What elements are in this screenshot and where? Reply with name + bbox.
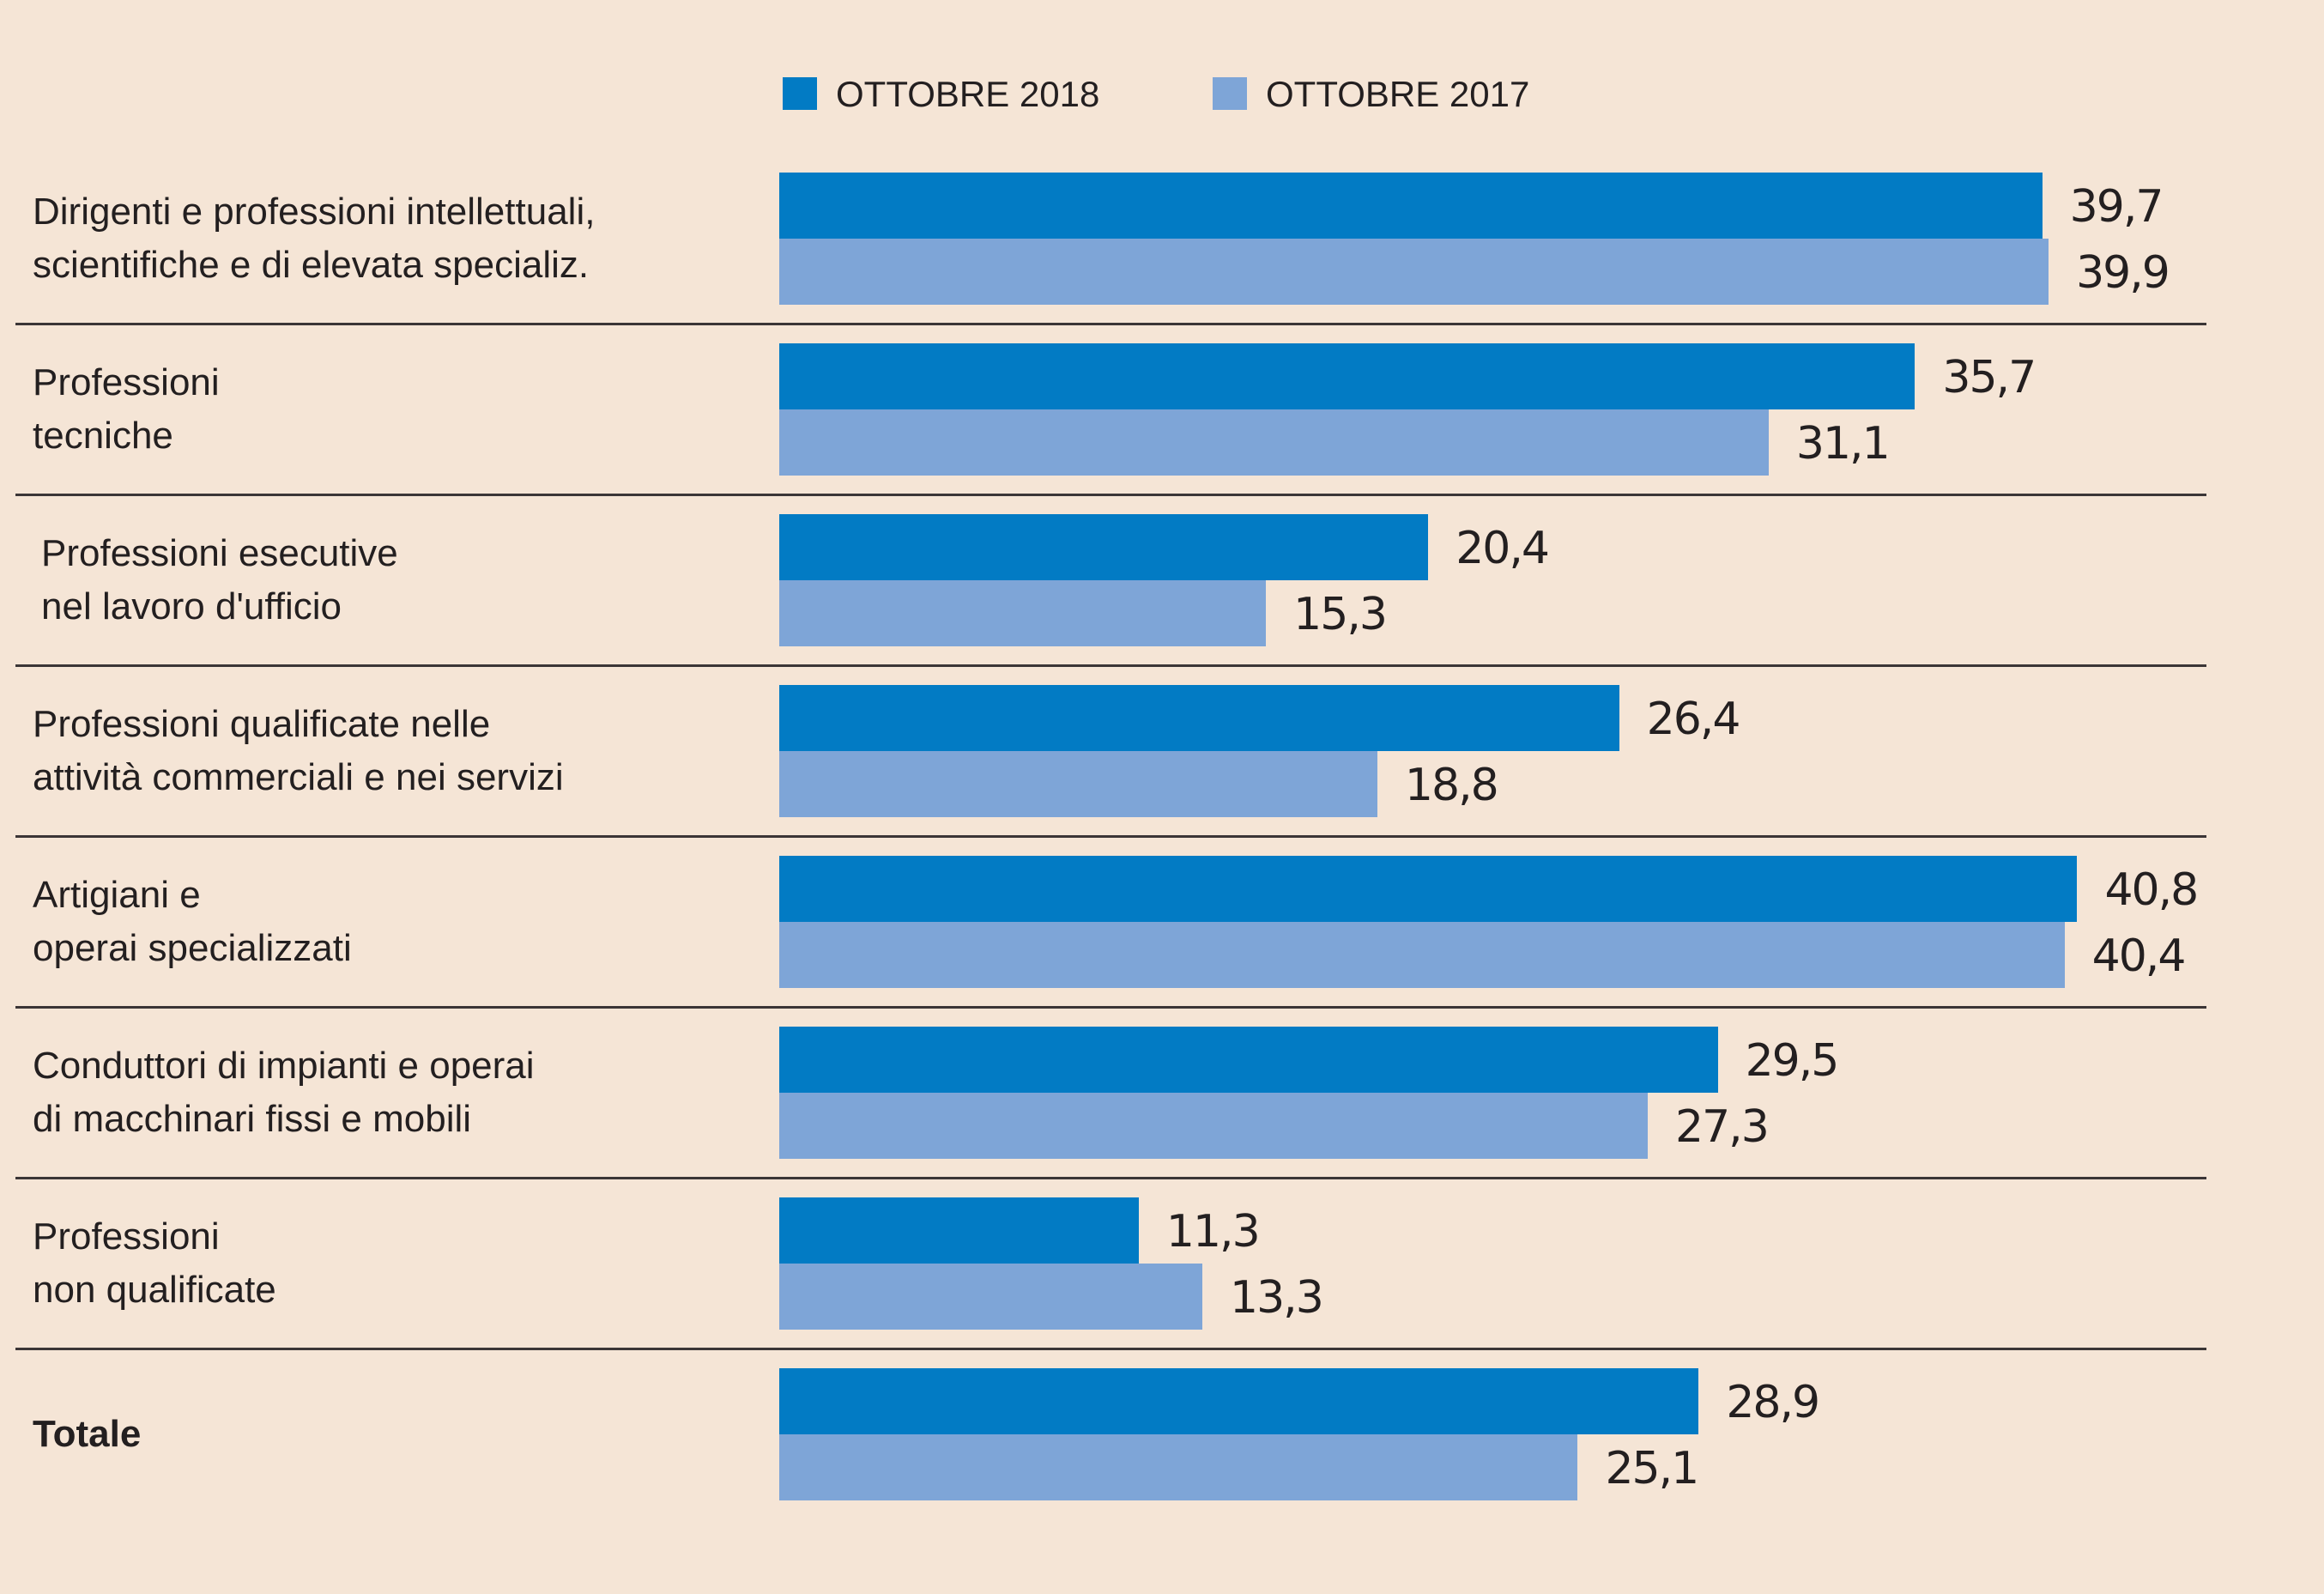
bar-2018 — [779, 1027, 1718, 1093]
bar-2017 — [779, 409, 1769, 476]
category-label: Artigiani e operai specializzati — [33, 874, 352, 969]
value-label: 26,4 — [1646, 694, 1741, 745]
value-label: 28,9 — [1726, 1377, 1820, 1428]
value-label: 13,3 — [1230, 1272, 1324, 1324]
category-label: Professioni non qualificate — [33, 1215, 276, 1311]
value-label: 25,1 — [1605, 1443, 1699, 1494]
row-divider — [15, 664, 2206, 667]
bar-2017 — [779, 239, 2049, 305]
category-label: Professioni tecniche — [33, 361, 220, 457]
value-label: 40,8 — [2104, 864, 2199, 916]
row-divider — [15, 835, 2206, 838]
category-label: Conduttori di impianti e operai di macch… — [33, 1045, 535, 1140]
bar-2017 — [779, 580, 1267, 646]
row-divider — [15, 1177, 2206, 1179]
bar-2018 — [779, 1368, 1699, 1434]
value-label: 18,8 — [1404, 760, 1499, 811]
category-label: Professioni esecutive nel lavoro d'uffic… — [41, 532, 398, 627]
bar-2017 — [779, 1093, 1648, 1159]
bar-2018 — [779, 856, 2078, 922]
row-divider — [15, 1006, 2206, 1009]
category-label: Dirigenti e professioni intellettuali, s… — [33, 191, 596, 286]
legend-swatch-2018 — [783, 77, 817, 110]
row-divider — [15, 1348, 2206, 1350]
value-label: 29,5 — [1745, 1035, 1840, 1087]
value-label: 39,7 — [2069, 181, 2164, 233]
legend-swatch-2017 — [1213, 77, 1247, 110]
row-divider — [15, 323, 2206, 325]
legend-label-2018: OTTOBRE 2018 — [836, 74, 1100, 114]
value-label: 11,3 — [1165, 1206, 1261, 1258]
bar-2017 — [779, 751, 1377, 817]
value-label: 31,1 — [1795, 418, 1891, 470]
row-divider — [15, 494, 2206, 496]
bar-2018 — [779, 173, 2043, 239]
bar-2018 — [779, 343, 1915, 409]
value-label: 35,7 — [1942, 352, 2037, 403]
bar-2018 — [779, 1197, 1139, 1264]
category-label: Totale — [33, 1413, 142, 1455]
value-label: 20,4 — [1456, 523, 1550, 574]
bar-2017 — [779, 1434, 1578, 1500]
bar-2017 — [779, 922, 2065, 988]
value-label: 39,9 — [2076, 247, 2170, 299]
legend-label-2017: OTTOBRE 2017 — [1266, 74, 1530, 114]
category-label: Professioni qualificate nelle attività c… — [33, 703, 564, 798]
value-label: 27,3 — [1675, 1101, 1770, 1153]
value-label: 40,4 — [2091, 930, 2187, 982]
bar-2018 — [779, 685, 1619, 751]
value-label: 15,3 — [1293, 589, 1388, 640]
bar-2018 — [779, 514, 1429, 580]
bar-2017 — [779, 1264, 1203, 1330]
